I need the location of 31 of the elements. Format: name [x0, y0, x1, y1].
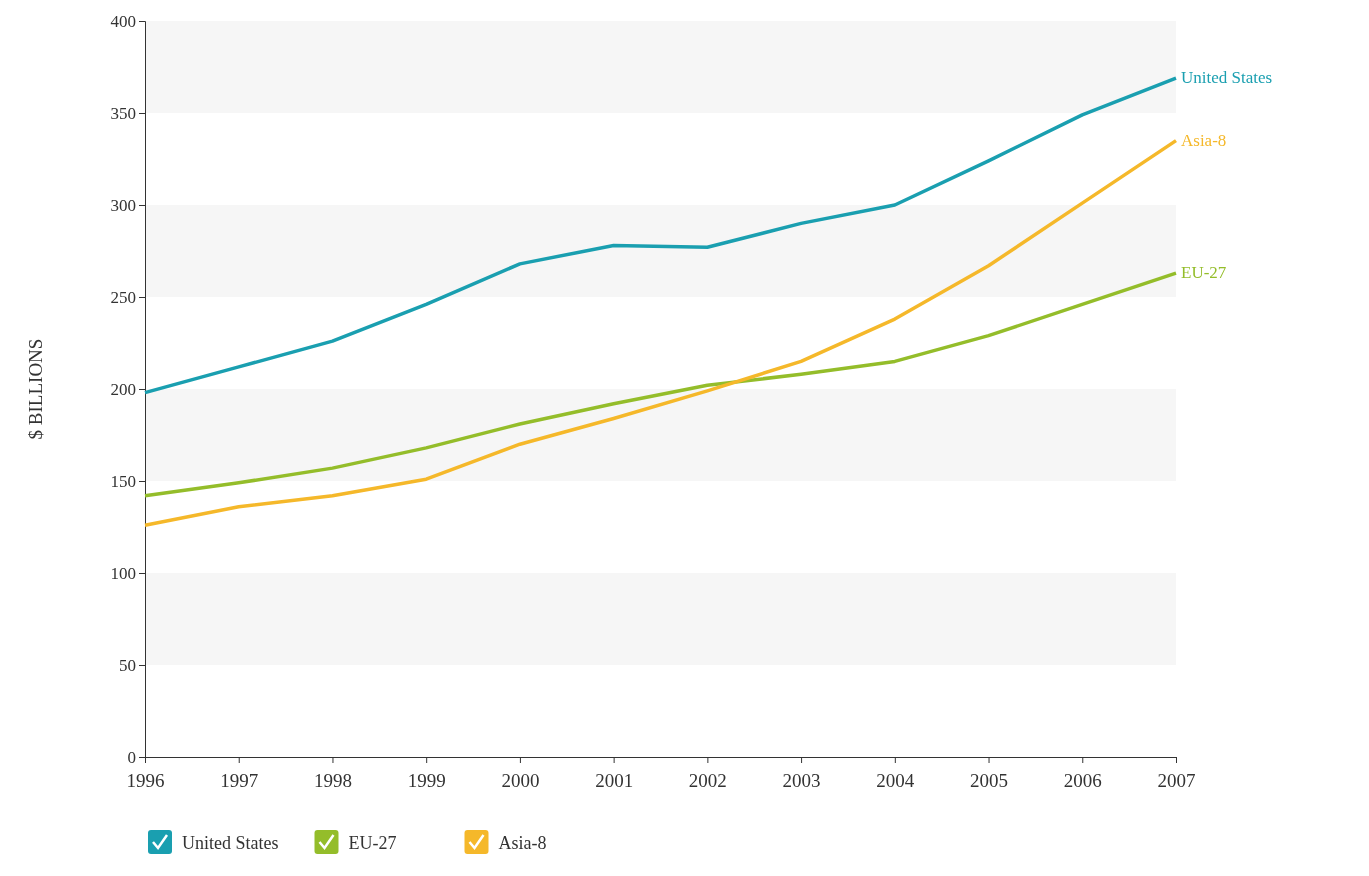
legend-label: United States — [182, 833, 279, 853]
x-tick-label: 2006 — [1063, 769, 1102, 791]
y-tick-label: 300 — [110, 195, 136, 215]
y-tick-label: 250 — [110, 287, 136, 307]
line-series — [143, 271, 1178, 498]
y-tick-label: 350 — [110, 103, 136, 123]
x-tick-label: 2001 — [595, 769, 634, 791]
legend-label: Asia-8 — [498, 833, 547, 853]
y-tick-label: 0 — [127, 747, 136, 767]
text: EU-27 — [1181, 263, 1227, 283]
legend-label: EU-27 — [348, 833, 397, 853]
x-tick-label: 2005 — [970, 769, 1009, 791]
y-tick-label: 400 — [110, 11, 136, 31]
y-axis-title: $ BILLIONS — [25, 338, 46, 440]
x-tick-label: 1999 — [407, 769, 446, 791]
x-tick-label: 2002 — [688, 769, 727, 791]
y-tick-label: 100 — [110, 563, 136, 583]
x-tick-label: 2007 — [1157, 769, 1196, 791]
y-tick-label: 50 — [119, 655, 136, 675]
line-series — [143, 76, 1178, 395]
x-tick-label: 1998 — [313, 769, 352, 791]
x-tick-label: 2003 — [782, 769, 821, 791]
x-tick-label: 2000 — [501, 769, 540, 791]
x-tick-label: 1997 — [220, 769, 259, 791]
x-tick-label: 2004 — [876, 769, 915, 791]
text: United States — [1181, 68, 1273, 88]
y-tick-label: 200 — [110, 379, 136, 399]
line-series — [143, 138, 1178, 527]
text: Asia-8 — [1181, 130, 1227, 150]
y-tick-label: 150 — [110, 471, 136, 491]
x-tick-label: 1996 — [126, 769, 165, 791]
